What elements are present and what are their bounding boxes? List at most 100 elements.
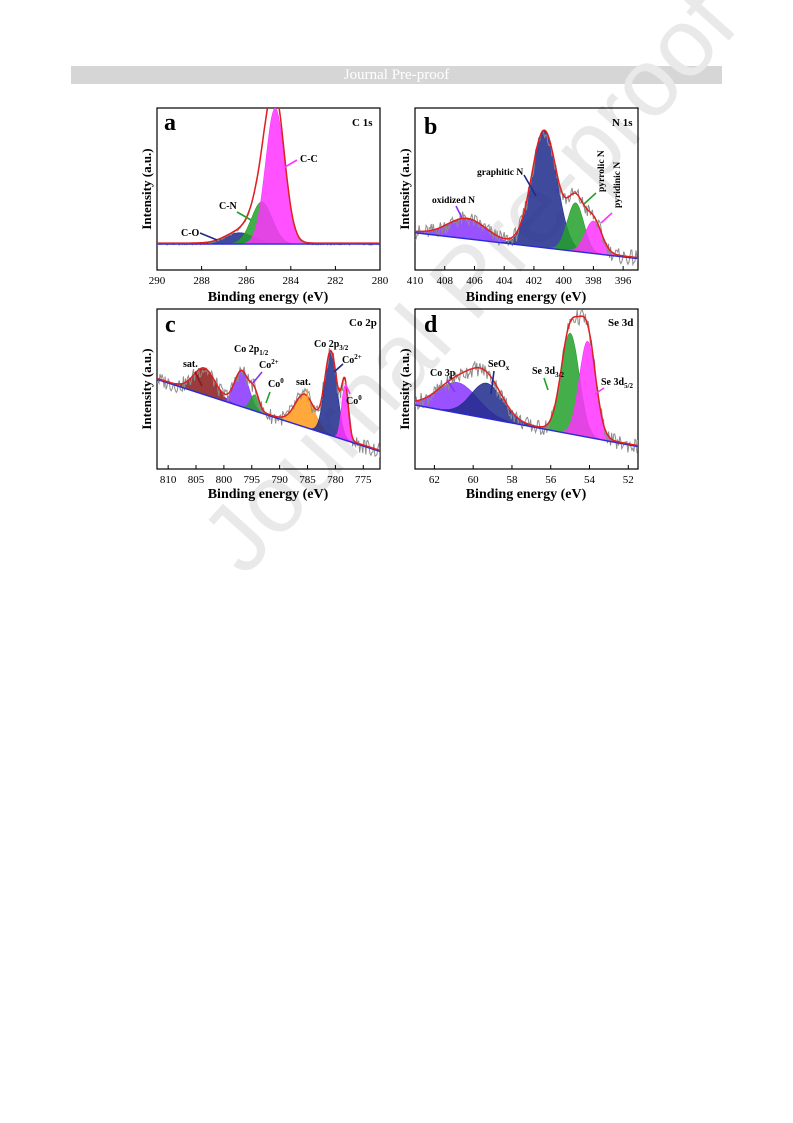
panel-c-label-sat-2: sat. bbox=[296, 377, 311, 388]
panel-b-xtick-label-3: 406 bbox=[466, 275, 483, 287]
panel-a-peak-3 bbox=[157, 108, 380, 245]
panel-c-arrow-co2plus-2 bbox=[333, 363, 344, 373]
panel-d-arrow-co3p bbox=[446, 379, 456, 393]
panel-c-label-co2p32: Co 2p3/2 bbox=[314, 339, 349, 352]
panel-d-xtick-label-6: 52 bbox=[623, 474, 634, 486]
panel-d-xtick-label-1: 62 bbox=[429, 474, 440, 486]
panel-c-label-co2plus-2-sup: 2+ bbox=[354, 353, 362, 361]
panel-c-xtick-label-6: 785 bbox=[299, 474, 316, 486]
panel-c-arrow-co0-2 bbox=[344, 382, 351, 395]
panel-a-letter: a bbox=[164, 110, 176, 136]
panel-a-frame bbox=[156, 107, 381, 271]
panel-d-baseline bbox=[415, 404, 638, 448]
panel-c-label-sat-1: sat. bbox=[183, 359, 198, 370]
panel-c-xtick-label-8: 775 bbox=[355, 474, 372, 486]
panel-d-xlabel: Binding energy (eV) bbox=[466, 487, 587, 502]
panel-b-xlabel: Binding energy (eV) bbox=[466, 290, 587, 305]
panel-b-ylabel: Intensity (a.u.) bbox=[397, 148, 412, 229]
panel-a-arrow-c-n bbox=[236, 211, 252, 221]
panel-d-arrow-seox bbox=[490, 370, 495, 395]
panel-d-label-se3d32: Se 3d3/2 bbox=[532, 366, 565, 379]
panel-d-xtick-label-2: 60 bbox=[468, 474, 480, 486]
panel-b-traces bbox=[415, 129, 638, 267]
panel-a-label-c-n: C-N bbox=[219, 201, 238, 212]
panel-a-label-c-o: C-O bbox=[181, 228, 200, 239]
panel-a-xtick-label-6: 280 bbox=[372, 275, 389, 287]
panel-b-xtick-label-5: 402 bbox=[526, 275, 543, 287]
panel-a-envelope-fit bbox=[157, 108, 380, 244]
panel-c-envelope-fit bbox=[157, 349, 380, 452]
panel-b-arrow-graphitic-n bbox=[523, 174, 537, 197]
panel-b-label-pyridinic-n: pyridinic N bbox=[613, 162, 623, 208]
panel-b-label-pyrrolic-n: pyrrolic N bbox=[597, 150, 607, 192]
panel-c-title: Co 2p bbox=[349, 317, 377, 329]
panel-d: 62 60 58 56 54 52 d Se 3d Co 3p SeOx Se 3d3/2… bbox=[397, 308, 639, 502]
panel-c-label-co0-2-sup: 0 bbox=[358, 394, 362, 402]
panel-b-xtick-label-4: 404 bbox=[496, 275, 513, 287]
panel-b-arrow-pyridinic-n bbox=[600, 212, 613, 224]
panel-d-label-se3d52: Se 3d5/2 bbox=[601, 377, 634, 390]
panel-a-arrow-c-o bbox=[199, 232, 218, 241]
panel-a-xlabel: Binding energy (eV) bbox=[208, 290, 329, 305]
panel-c-xtick-label-5: 790 bbox=[271, 474, 288, 486]
panel-c: 810 805 800 795 790 785 780 775 c Co 2p sat. Co… bbox=[139, 308, 381, 502]
panel-b-label-oxidized-n: oxidized N bbox=[432, 196, 475, 206]
panel-d-plot: 62 60 58 56 54 52 bbox=[415, 309, 638, 486]
panel-c-xtick-label-3: 800 bbox=[216, 474, 233, 486]
panel-b-xtick-label-2: 408 bbox=[436, 275, 453, 287]
panel-c-ylabel: Intensity (a.u.) bbox=[139, 348, 154, 429]
panel-c-label-co0-1-sup: 0 bbox=[280, 377, 284, 385]
panel-c-xtick-label-1: 810 bbox=[160, 474, 177, 486]
panel-d-label-se3d32-sub: 3/2 bbox=[555, 371, 564, 379]
panel-a-xtick-label-1: 290 bbox=[149, 275, 166, 287]
panel-a-xtick-label-5: 282 bbox=[327, 275, 344, 287]
panel-d-label-co3p: Co 3p bbox=[430, 368, 456, 379]
panel-b-title: N 1s bbox=[612, 117, 633, 129]
panel-d-arrow-se3d32 bbox=[543, 377, 549, 391]
panel-d-xtick-label-3: 58 bbox=[506, 474, 518, 486]
panel-d-xtick-label-5: 54 bbox=[584, 474, 596, 486]
panel-c-xtick-label-7: 780 bbox=[327, 474, 344, 486]
panel-d-label-se3d52-sub: 5/2 bbox=[624, 382, 633, 390]
panel-c-baseline bbox=[157, 378, 380, 453]
panel-c-arrow-co0-1 bbox=[265, 391, 271, 404]
panel-d-frame bbox=[414, 308, 639, 470]
panel-b: 410 408 406 404 402 400 398 396 b N 1s oxidized… bbox=[397, 107, 639, 305]
panel-c-frame bbox=[156, 308, 381, 470]
panel-a-title: C 1s bbox=[352, 117, 373, 129]
panel-b-frame bbox=[414, 107, 639, 271]
panel-c-label-co2plus-2: Co2+ bbox=[342, 353, 362, 366]
panel-a-label-c-c: C-C bbox=[300, 154, 318, 165]
panel-a-ylabel: Intensity (a.u.) bbox=[139, 148, 154, 229]
journal-preproof-banner: Journal Pre-proof bbox=[71, 66, 722, 84]
panel-c-label-co2p32-sub: 3/2 bbox=[339, 344, 348, 352]
panel-a-arrow-c-c bbox=[284, 159, 298, 168]
panel-b-xtick-label-7: 398 bbox=[585, 275, 602, 287]
panel-a-xtick-label-4: 284 bbox=[283, 275, 300, 287]
panel-c-label-co2p12-sub: 1/2 bbox=[259, 349, 268, 357]
panel-c-label-co2p12: Co 2p1/2 bbox=[234, 344, 269, 357]
panel-a: 290 288 286 284 282 280 a C 1s C-O C-N C-C Bi… bbox=[139, 107, 389, 305]
panel-a-traces bbox=[157, 108, 380, 246]
panel-c-label-co2plus-1-sup: 2+ bbox=[271, 358, 279, 366]
panel-d-ylabel: Intensity (a.u.) bbox=[397, 348, 412, 429]
panel-d-traces bbox=[415, 309, 638, 454]
panel-c-arrow-co2plus-1 bbox=[252, 371, 263, 384]
panel-a-plot: 290 288 286 284 282 280 bbox=[149, 108, 389, 287]
panel-d-label-seox-sub: x bbox=[506, 364, 510, 372]
panel-d-title: Se 3d bbox=[608, 317, 633, 329]
panel-c-arrow-sat-1 bbox=[194, 371, 203, 387]
panel-c-xtick-label-4: 795 bbox=[244, 474, 261, 486]
panel-d-envelope-fit bbox=[415, 315, 638, 447]
panel-b-arrow-pyrrolic-n bbox=[583, 192, 597, 205]
panel-b-letter: b bbox=[424, 114, 437, 140]
panel-d-label-seox: SeOx bbox=[488, 359, 510, 372]
panel-b-xtick-label-6: 400 bbox=[555, 275, 572, 287]
panel-b-plot: 410 408 406 404 402 400 398 396 bbox=[407, 129, 638, 287]
panel-c-xtick-label-2: 805 bbox=[188, 474, 205, 486]
panel-b-baseline bbox=[415, 232, 638, 260]
panel-c-xlabel: Binding energy (eV) bbox=[208, 487, 329, 502]
panel-b-envelope-fit bbox=[415, 129, 638, 259]
panel-c-label-co2plus-1: Co2+ bbox=[259, 358, 279, 371]
